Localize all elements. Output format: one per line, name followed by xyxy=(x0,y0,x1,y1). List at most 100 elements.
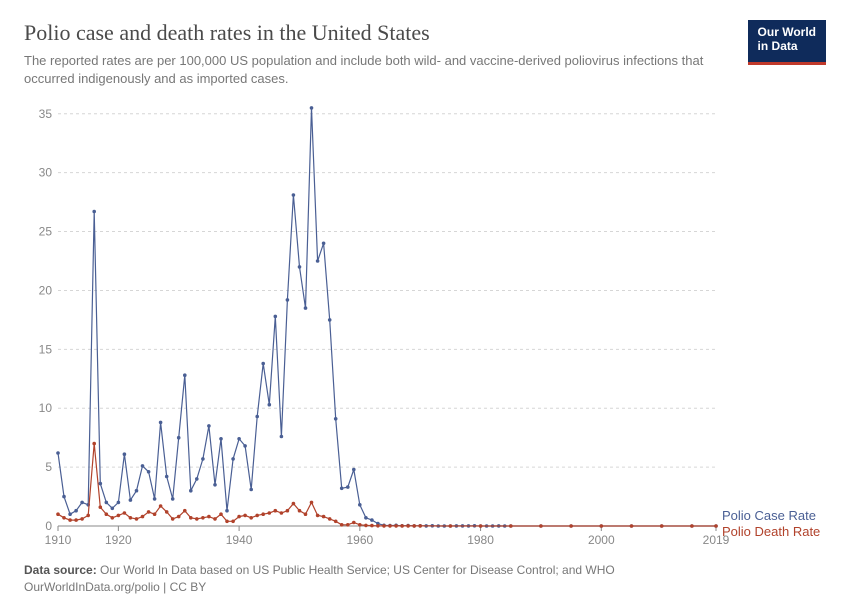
y-tick-label: 15 xyxy=(39,343,53,357)
series-marker xyxy=(147,470,151,474)
series-marker xyxy=(177,436,181,440)
series-marker xyxy=(406,524,410,528)
series-marker xyxy=(56,513,60,517)
series-marker xyxy=(99,506,103,510)
series-marker xyxy=(141,464,145,468)
series-marker xyxy=(382,524,386,528)
series-marker xyxy=(123,453,127,457)
series-marker xyxy=(219,437,223,441)
series-marker xyxy=(334,520,338,524)
logo-line2: in Data xyxy=(758,40,816,54)
series-marker xyxy=(316,514,320,518)
series-marker xyxy=(225,520,229,524)
series-marker xyxy=(255,514,259,518)
series-marker xyxy=(449,525,453,529)
series-marker xyxy=(141,515,145,519)
x-tick-label: 1910 xyxy=(45,533,72,547)
series-marker xyxy=(80,517,84,521)
series-marker xyxy=(394,524,398,528)
y-tick-label: 30 xyxy=(39,166,53,180)
series-marker xyxy=(159,421,163,425)
series-marker xyxy=(352,468,356,472)
footer-source: Data source: Our World In Data based on … xyxy=(24,562,826,579)
logo-line1: Our World xyxy=(758,26,816,40)
series-marker xyxy=(660,525,664,529)
y-tick-label: 10 xyxy=(39,402,53,416)
series-label-death-rate: Polio Death Rate xyxy=(722,524,820,539)
series-marker xyxy=(479,525,483,529)
series-marker xyxy=(334,417,338,421)
y-tick-label: 25 xyxy=(39,225,53,239)
series-marker xyxy=(147,510,151,514)
series-line xyxy=(58,444,716,526)
series-marker xyxy=(177,515,181,519)
series-marker xyxy=(340,523,344,527)
series-marker xyxy=(292,194,296,198)
series-label-case-rate: Polio Case Rate xyxy=(722,508,816,523)
series-marker xyxy=(292,502,296,506)
series-marker xyxy=(225,509,229,513)
series-marker xyxy=(195,517,199,521)
series-marker xyxy=(310,106,314,110)
chart-title: Polio case and death rates in the United… xyxy=(24,20,736,46)
series-marker xyxy=(207,424,211,428)
series-marker xyxy=(195,477,199,481)
x-tick-label: 1980 xyxy=(467,533,494,547)
y-tick-label: 35 xyxy=(39,107,53,121)
series-marker xyxy=(153,513,157,517)
series-marker xyxy=(310,501,314,505)
series-marker xyxy=(86,514,90,518)
series-marker xyxy=(231,457,235,461)
series-marker xyxy=(189,516,193,520)
series-marker xyxy=(62,516,66,520)
series-marker xyxy=(92,210,96,214)
series-marker xyxy=(171,497,175,501)
header-text: Polio case and death rates in the United… xyxy=(24,20,748,88)
series-marker xyxy=(231,520,235,524)
series-marker xyxy=(111,516,115,520)
series-marker xyxy=(364,516,368,520)
series-marker xyxy=(213,517,217,521)
series-line xyxy=(58,108,716,526)
y-tick-label: 20 xyxy=(39,284,53,298)
series-marker xyxy=(68,513,72,517)
series-marker xyxy=(255,415,259,419)
series-marker xyxy=(111,507,115,511)
series-marker xyxy=(418,524,422,528)
series-marker xyxy=(328,517,332,521)
series-marker xyxy=(261,513,265,517)
series-marker xyxy=(243,444,247,448)
series-marker xyxy=(237,515,241,519)
chart-subtitle: The reported rates are per 100,000 US po… xyxy=(24,52,724,88)
series-marker xyxy=(569,525,573,529)
series-marker xyxy=(201,457,205,461)
series-marker xyxy=(213,483,217,487)
x-tick-label: 1940 xyxy=(226,533,253,547)
series-marker xyxy=(370,519,374,523)
series-marker xyxy=(219,513,223,517)
series-marker xyxy=(249,516,253,520)
series-marker xyxy=(280,512,284,516)
series-marker xyxy=(207,515,211,519)
series-marker xyxy=(364,524,368,528)
series-marker xyxy=(117,501,121,505)
series-marker xyxy=(135,489,139,493)
series-marker xyxy=(630,525,634,529)
series-marker xyxy=(243,514,247,518)
series-marker xyxy=(600,525,604,529)
y-tick-label: 0 xyxy=(45,519,52,533)
series-marker xyxy=(135,517,139,521)
series-marker xyxy=(539,525,543,529)
series-marker xyxy=(105,501,109,505)
series-marker xyxy=(328,318,332,322)
series-marker xyxy=(171,517,175,521)
series-marker xyxy=(376,524,380,528)
series-marker xyxy=(74,519,78,523)
series-marker xyxy=(80,501,84,505)
source-label: Data source: xyxy=(24,563,97,577)
series-marker xyxy=(105,513,109,517)
series-marker xyxy=(74,509,78,513)
series-marker xyxy=(322,242,326,246)
x-tick-label: 1920 xyxy=(105,533,132,547)
series-marker xyxy=(56,452,60,456)
